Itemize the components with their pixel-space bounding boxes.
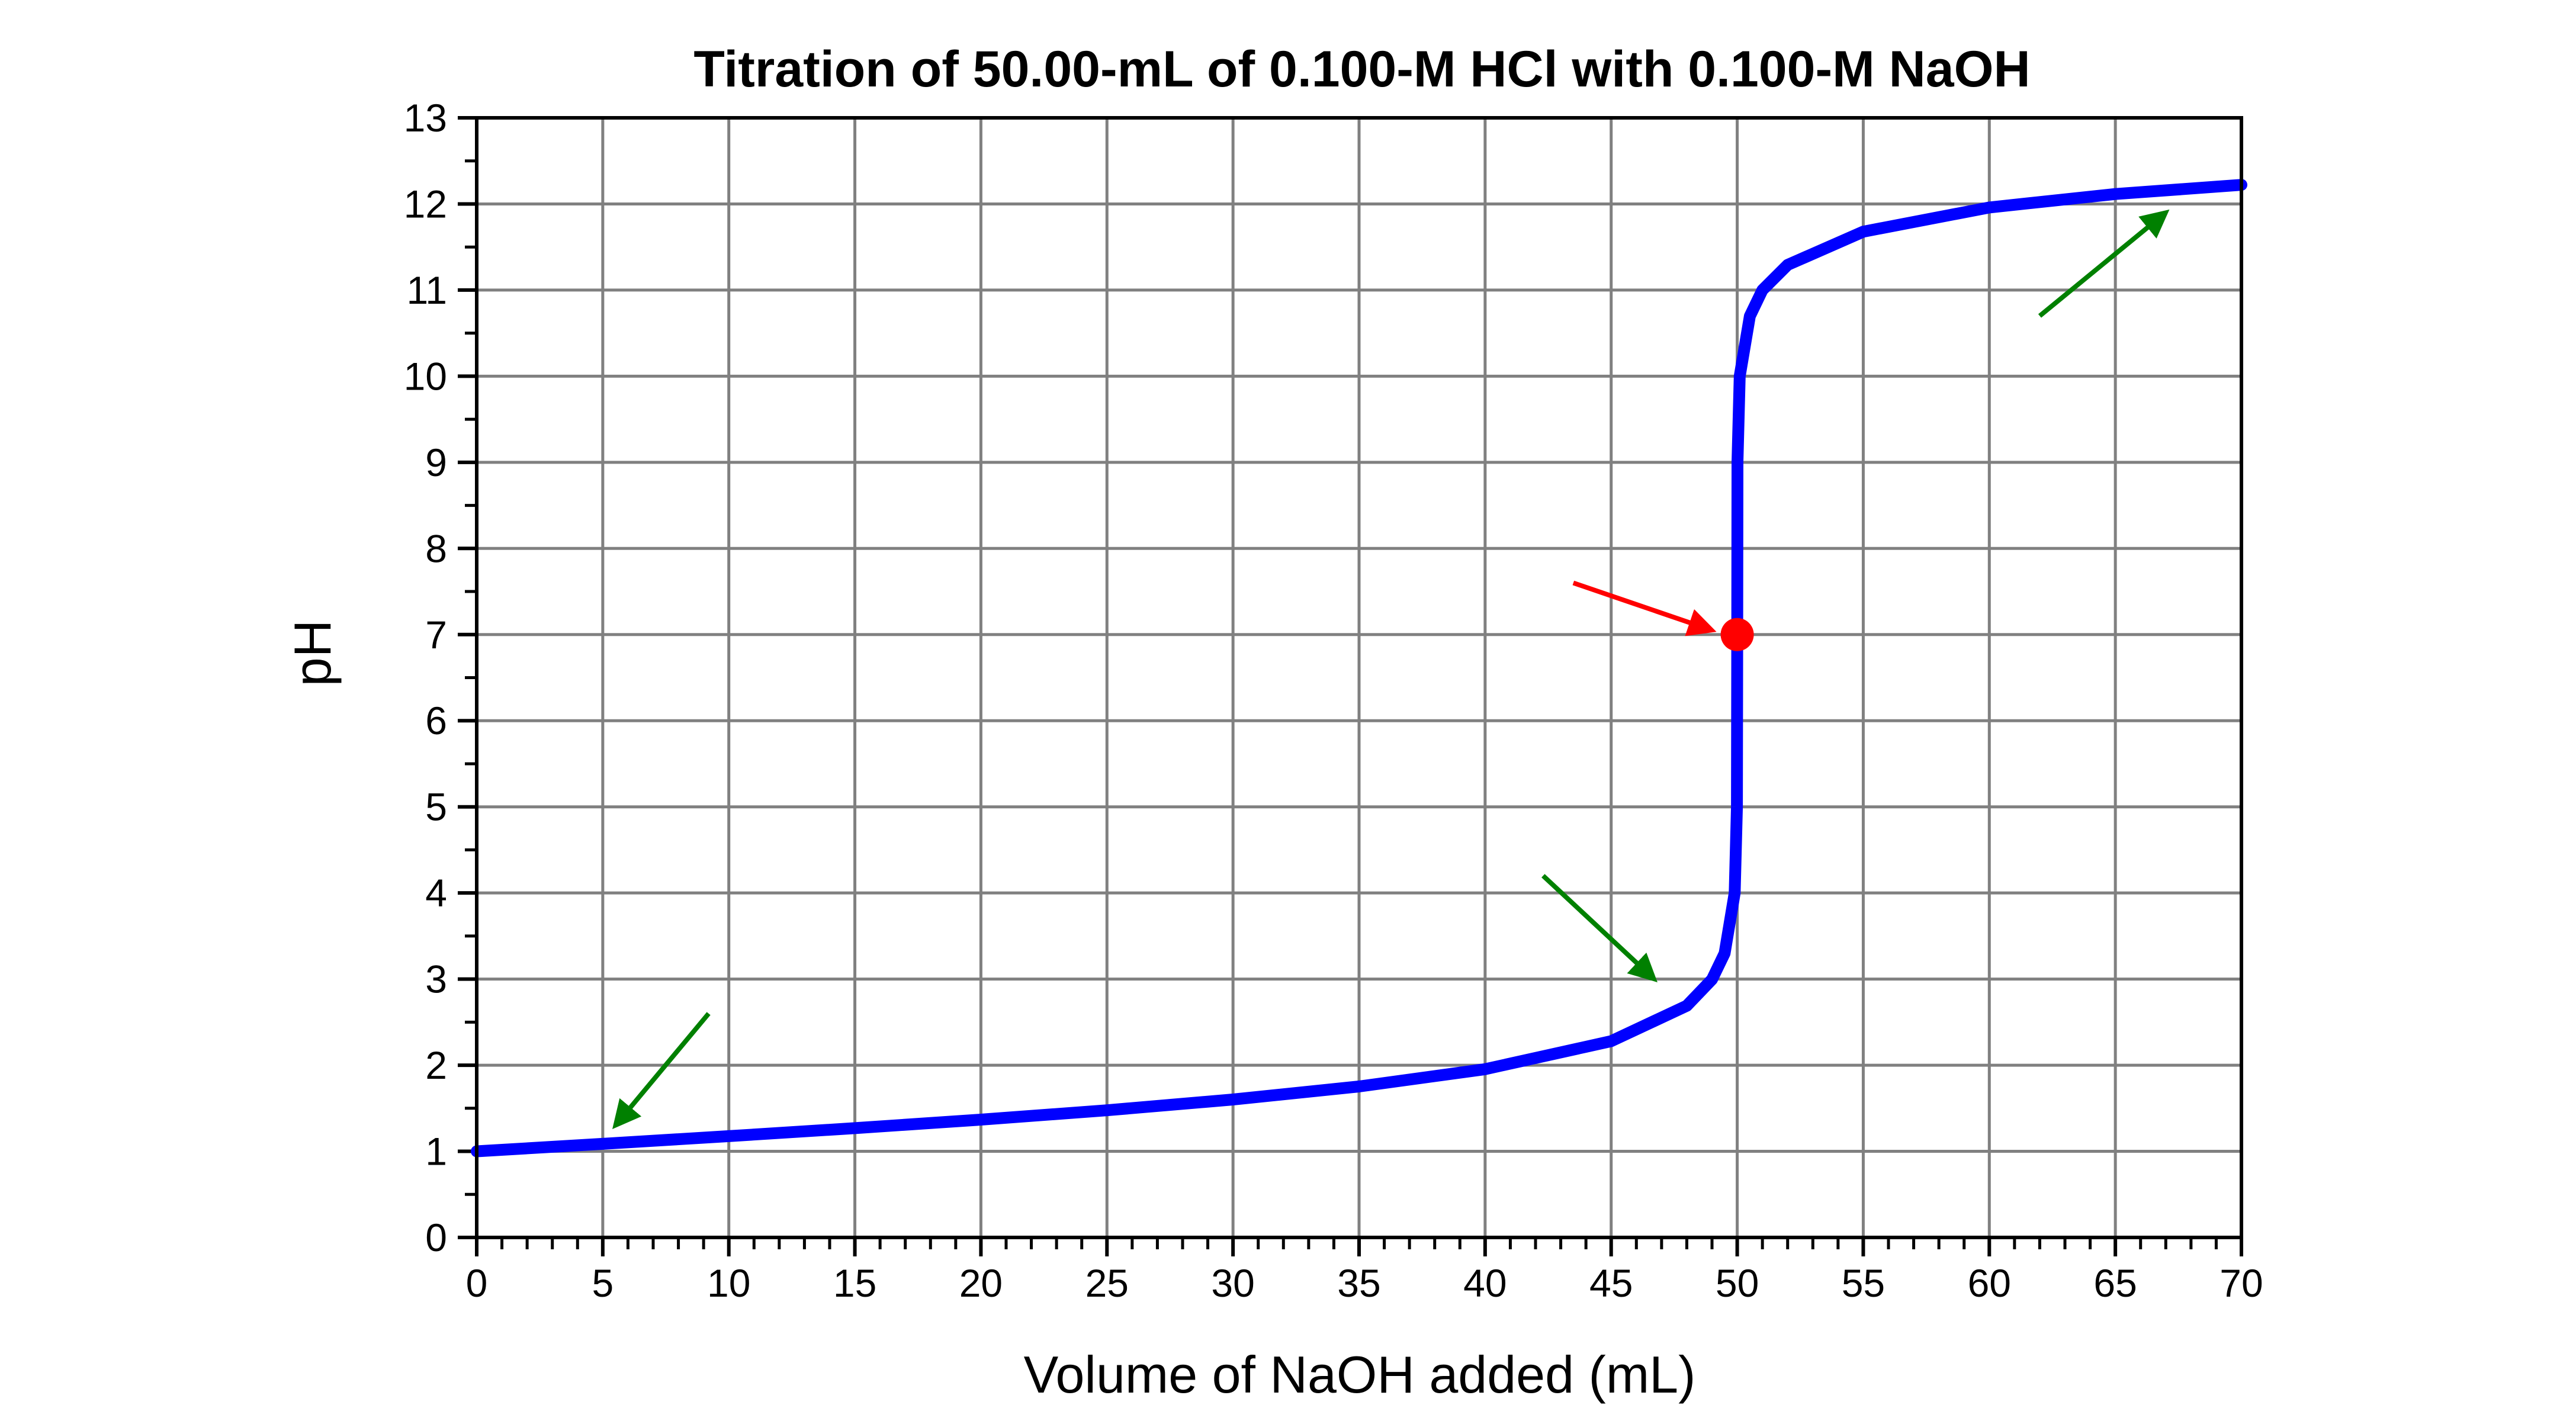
grid <box>475 116 2243 1239</box>
y-tick-label: 1 <box>425 1130 447 1174</box>
y-tick-label: 0 <box>425 1216 447 1259</box>
x-tick-label: 65 <box>2093 1261 2137 1305</box>
y-tick-label: 12 <box>404 182 447 226</box>
y-tick-label: 6 <box>425 699 447 742</box>
y-tick-label: 4 <box>425 871 447 915</box>
y-tick-label: 11 <box>406 268 447 312</box>
y-tick-label: 10 <box>404 354 447 398</box>
green-arrow <box>1541 874 1658 983</box>
y-tick-label: 9 <box>425 441 447 484</box>
annotations-layer <box>612 209 2170 1130</box>
x-tick-label: 35 <box>1337 1261 1380 1305</box>
y-tick-label: 5 <box>425 785 447 829</box>
red-arrow <box>1572 580 1717 636</box>
x-tick-label: 50 <box>1716 1261 1759 1305</box>
x-tick-label: 15 <box>833 1261 876 1305</box>
series-layer <box>471 179 2247 1158</box>
x-tick-label: 20 <box>959 1261 1003 1305</box>
plot-frame <box>475 116 2243 1239</box>
equivalence-point-marker <box>1720 618 1754 651</box>
titration-curve <box>471 179 2247 1158</box>
x-tick-label: 40 <box>1463 1261 1507 1305</box>
y-tick-label: 8 <box>425 526 447 570</box>
axis-ticks <box>458 116 2243 1256</box>
green-arrow <box>2038 209 2170 318</box>
x-tick-label: 55 <box>1842 1261 1885 1305</box>
y-tick-label: 7 <box>425 613 447 657</box>
x-tick-label: 60 <box>1968 1261 2011 1305</box>
y-tick-label: 13 <box>404 96 447 140</box>
x-tick-label: 70 <box>2220 1261 2263 1305</box>
x-tick-label: 45 <box>1589 1261 1633 1305</box>
x-tick-label: 0 <box>466 1261 488 1305</box>
x-tick-label: 25 <box>1085 1261 1129 1305</box>
x-tick-label: 10 <box>707 1261 750 1305</box>
y-tick-label: 3 <box>425 957 447 1001</box>
chart-title: Titration of 50.00-mL of 0.100-M HCl wit… <box>693 41 2030 98</box>
x-axis-label: Volume of NaOH added (mL) <box>1024 1345 1696 1404</box>
green-arrow <box>612 1012 711 1130</box>
y-axis-label: pH <box>283 620 342 687</box>
x-tick-label: 5 <box>592 1261 614 1305</box>
x-tick-label: 30 <box>1211 1261 1254 1305</box>
y-tick-label: 2 <box>425 1043 447 1087</box>
x-tick-labels: 0 5 10 15 20 25 30 35 40 45 50 55 60 65 70 <box>466 1261 2263 1305</box>
